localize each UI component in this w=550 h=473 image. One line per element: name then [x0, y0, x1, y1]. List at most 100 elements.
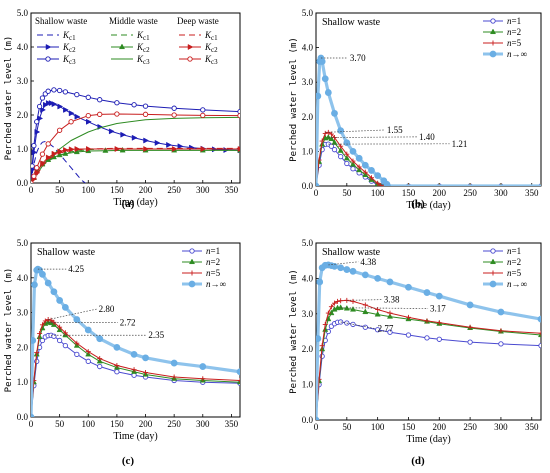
data-point — [85, 113, 91, 119]
legend-marker — [188, 280, 196, 288]
legend-label: Kc3 — [204, 54, 218, 66]
legend-marker — [489, 258, 497, 265]
annotation-label: 1.40 — [419, 132, 435, 142]
data-point — [335, 298, 341, 304]
data-point — [337, 264, 345, 272]
data-point — [34, 165, 40, 171]
data-point — [424, 335, 430, 341]
data-point — [44, 279, 52, 287]
data-point — [51, 87, 57, 93]
x-tick-label: 150 — [402, 188, 416, 198]
data-point — [338, 143, 344, 149]
y-tick-label: 3.0 — [302, 77, 314, 87]
data-point — [131, 102, 137, 108]
data-point — [45, 154, 52, 161]
data-point — [362, 308, 369, 315]
data-point — [356, 164, 362, 170]
legend-entry: n=5 — [483, 268, 522, 278]
data-point — [237, 145, 240, 153]
series-line — [316, 56, 541, 186]
data-point — [56, 87, 63, 94]
data-point — [361, 161, 369, 169]
series-line — [316, 299, 541, 420]
x-tick-label: 100 — [371, 188, 385, 198]
legend-entry: n=2 — [483, 257, 521, 267]
series-2-4 — [316, 54, 541, 186]
data-point — [51, 150, 58, 157]
series-line — [316, 307, 541, 420]
y-tick-label: 5.0 — [17, 8, 29, 18]
annotation-label: 2.35 — [148, 330, 164, 340]
legend-marker — [188, 258, 196, 265]
data-point — [337, 304, 344, 310]
x-tick-label: 0 — [29, 185, 34, 195]
legend-label: n=1 — [206, 246, 220, 256]
legend-entry: Kc1 — [37, 30, 76, 42]
legend-marker — [45, 56, 51, 62]
data-point — [102, 147, 109, 153]
data-point — [338, 298, 344, 304]
series-2-3 — [316, 129, 541, 186]
panel-letter: (d) — [411, 455, 425, 467]
annotation-label: 1.55 — [387, 125, 403, 135]
data-point — [200, 112, 206, 118]
series-line — [31, 102, 240, 183]
data-point — [316, 182, 320, 186]
data-point — [328, 135, 335, 141]
y-tick-label: 0.0 — [302, 181, 314, 191]
data-point — [537, 315, 541, 323]
data-point — [39, 270, 46, 278]
data-point — [200, 107, 206, 113]
data-point — [405, 283, 412, 291]
x-tick-label: 50 — [55, 185, 65, 195]
legend-label: Kc3 — [62, 54, 76, 66]
data-point — [318, 58, 326, 65]
chart-panel-4: 0 50 100 150 200 250 300 350 0.0 1.0 2.0 3.0 4.0 5.0 T… — [289, 238, 542, 445]
legend-group-title: Shallow waste — [35, 16, 87, 26]
data-point — [154, 139, 161, 146]
data-point — [344, 151, 350, 157]
data-point — [34, 350, 40, 356]
data-point — [337, 147, 344, 153]
data-point — [68, 146, 75, 153]
data-point — [39, 322, 45, 328]
data-point — [56, 127, 63, 133]
data-point — [349, 147, 357, 155]
series-1-3 — [31, 87, 240, 183]
data-point — [108, 128, 115, 135]
data-point — [538, 330, 541, 336]
data-point — [114, 369, 120, 375]
data-point — [387, 310, 393, 316]
data-point — [37, 330, 43, 336]
x-tick-label: 300 — [196, 419, 210, 429]
data-point — [48, 100, 55, 107]
y-tick-label: 2.0 — [17, 110, 29, 120]
y-axis-label: Perched water level (m) — [4, 268, 14, 393]
data-point — [349, 267, 357, 275]
data-point — [40, 160, 46, 167]
legend-label: n=1 — [507, 246, 521, 256]
chart-title: Shallow waste — [37, 247, 96, 258]
annotation-label: 2.72 — [120, 317, 136, 327]
legend-entry: n=1 — [483, 246, 521, 256]
data-point — [537, 331, 541, 338]
data-point — [85, 94, 91, 100]
data-point — [40, 106, 46, 113]
data-point — [375, 180, 381, 186]
data-point — [498, 183, 504, 186]
legend-label: n=5 — [507, 268, 522, 278]
y-tick-label: 2.0 — [17, 342, 29, 352]
chart-title: Shallow waste — [322, 247, 381, 258]
legend-group-title: Middle waste — [109, 16, 158, 26]
panel-letter: (b) — [411, 198, 425, 210]
legend-label: n=5 — [507, 38, 522, 48]
series-4-4 — [316, 261, 541, 420]
data-point — [322, 130, 328, 136]
legend-marker — [45, 43, 52, 51]
x-tick-label: 350 — [525, 188, 539, 198]
data-point — [319, 343, 325, 349]
series-4-3 — [316, 297, 541, 420]
legend-label: n→∞ — [507, 279, 527, 289]
x-axis-label: Time (day) — [113, 431, 157, 442]
x-tick-label: 0 — [314, 188, 319, 198]
